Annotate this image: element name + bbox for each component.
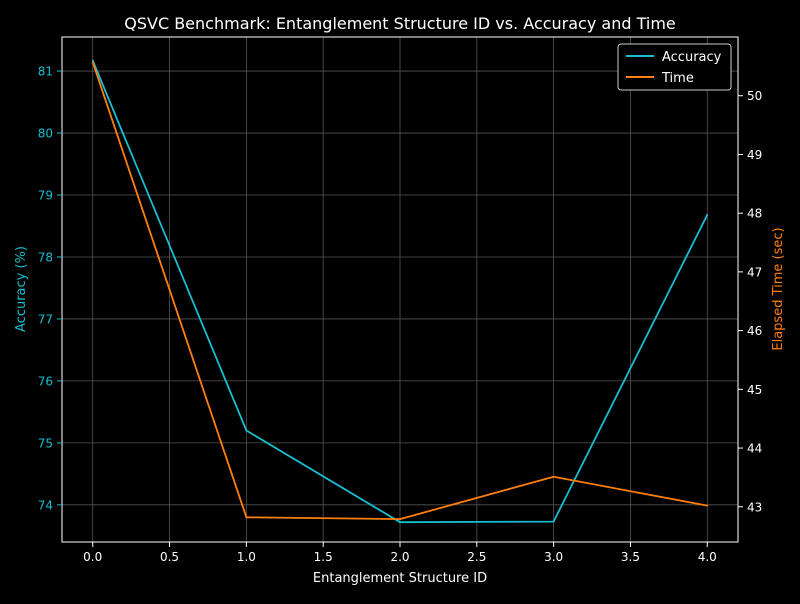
x-tick-label: 2.0 [390, 550, 409, 564]
right-tick-label: 48 [747, 207, 762, 221]
left-tick-label: 81 [38, 65, 53, 79]
legend: Accuracy Time [617, 43, 732, 91]
left-tick-label: 74 [38, 498, 53, 512]
right-axis-label: Elapsed Time (sec) [771, 227, 786, 350]
right-tick-label: 49 [747, 148, 762, 162]
left-axis-label: Accuracy (%) [14, 246, 29, 332]
right-tick-label: 47 [747, 265, 762, 279]
data-point-time [245, 516, 248, 519]
legend-label-accuracy: Accuracy [662, 50, 722, 65]
right-tick-label: 45 [747, 383, 762, 397]
left-axis-ticks: 74 75 76 77 78 79 80 81 [38, 65, 62, 512]
data-point-time [552, 475, 555, 478]
chart-title: QSVC Benchmark: Entanglement Structure I… [124, 14, 676, 33]
right-tick-label: 43 [747, 500, 762, 514]
left-tick-label: 79 [38, 189, 53, 203]
right-tick-label: 50 [747, 89, 762, 103]
x-tick-label: 1.0 [237, 550, 256, 564]
right-tick-label: 44 [747, 442, 762, 456]
data-point-accuracy [399, 521, 401, 524]
data-point-accuracy [706, 213, 709, 216]
x-axis-label: Entanglement Structure ID [313, 571, 487, 586]
right-axis-ticks: 43 44 45 46 47 48 49 50 [738, 89, 762, 514]
x-tick-label: 0.0 [83, 550, 102, 564]
left-tick-label: 76 [38, 374, 53, 388]
data-point-time [399, 518, 401, 520]
left-tick-label: 75 [38, 436, 53, 450]
data-point-accuracy [552, 520, 555, 523]
x-tick-label: 2.5 [467, 550, 486, 564]
data-point-accuracy [245, 429, 248, 432]
x-axis-ticks: 0.0 0.5 1.0 1.5 2.0 2.5 3.0 3.5 4.0 [83, 542, 717, 564]
x-tick-label: 3.5 [621, 550, 640, 564]
series-layer [91, 59, 709, 524]
left-tick-label: 77 [38, 312, 53, 326]
left-tick-label: 80 [38, 127, 53, 141]
data-point-time [706, 504, 709, 507]
right-tick-label: 46 [747, 324, 762, 338]
x-tick-label: 1.5 [314, 550, 333, 564]
x-tick-label: 0.5 [160, 550, 179, 564]
grid-layer [62, 37, 738, 542]
legend-label-time: Time [661, 71, 694, 86]
data-point-accuracy [91, 59, 94, 62]
data-point-time [91, 61, 94, 64]
x-tick-label: 4.0 [698, 550, 717, 564]
x-tick-label: 3.0 [544, 550, 563, 564]
left-tick-label: 78 [38, 250, 53, 264]
